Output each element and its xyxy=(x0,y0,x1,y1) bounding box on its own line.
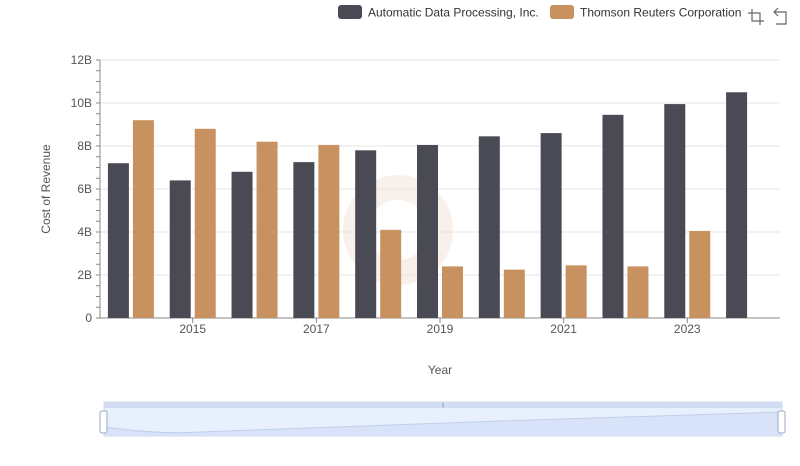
bar-tri-2015[interactable] xyxy=(194,128,216,318)
bar-adp-2020[interactable] xyxy=(478,136,500,318)
zoom-reset-icon[interactable] xyxy=(773,7,787,25)
bar-adp-2022[interactable] xyxy=(602,114,624,318)
bar-tri-2014[interactable] xyxy=(132,120,154,318)
x-tick-label: 2019 xyxy=(427,322,454,336)
x-tick-label: 2015 xyxy=(179,322,206,336)
bar-tri-2016[interactable] xyxy=(256,141,278,318)
bar-tri-2019[interactable] xyxy=(442,266,463,318)
bar-adp-2016[interactable] xyxy=(231,171,253,318)
legend-label-tri[interactable]: Thomson Reuters Corporation xyxy=(580,6,741,20)
bar-adp-2023[interactable] xyxy=(664,104,686,318)
legend-swatch-tri[interactable] xyxy=(550,5,574,19)
data-zoom-handle-left[interactable] xyxy=(99,410,108,434)
bar-tri-2023[interactable] xyxy=(689,230,711,318)
zoom-in-icon[interactable] xyxy=(748,9,764,25)
y-tick-label: 6B xyxy=(77,182,92,196)
y-tick-label: 8B xyxy=(77,139,92,153)
data-zoom-grip[interactable]: ⫴ xyxy=(442,403,445,410)
bar-adp-2021[interactable] xyxy=(540,133,562,318)
bar-adp-2024[interactable] xyxy=(726,92,748,318)
x-axis-title: Year xyxy=(428,363,452,377)
bars-group xyxy=(107,92,748,318)
y-axis-title: Cost of Revenue xyxy=(39,144,53,234)
legend-swatch-adp[interactable] xyxy=(338,5,362,19)
bar-adp-2014[interactable] xyxy=(107,163,129,318)
bar-adp-2018[interactable] xyxy=(355,150,377,318)
bar-adp-2019[interactable] xyxy=(417,144,438,318)
data-zoom-top-bar[interactable] xyxy=(104,402,782,408)
x-axis: 2015 2017 2019 2021 2023 xyxy=(100,317,780,336)
x-tick-label: 2021 xyxy=(550,322,577,336)
bar-adp-2017[interactable] xyxy=(293,162,315,318)
y-tick-label: 4B xyxy=(77,225,92,239)
legend[interactable]: Automatic Data Processing, Inc. Thomson … xyxy=(338,5,741,20)
y-axis: 0 2B 4B 6B 8B 10B 12B xyxy=(71,53,101,325)
bar-tri-2022[interactable] xyxy=(627,266,649,318)
y-tick-label: 0 xyxy=(85,311,92,325)
y-tick-label: 10B xyxy=(71,96,92,110)
legend-label-adp[interactable]: Automatic Data Processing, Inc. xyxy=(368,6,539,20)
bar-tri-2021[interactable] xyxy=(565,265,587,318)
bar-adp-2015[interactable] xyxy=(169,180,191,318)
data-zoom-slider[interactable]: ⫴ xyxy=(99,401,786,437)
bar-tri-2018[interactable] xyxy=(380,229,402,318)
x-tick-label: 2017 xyxy=(303,322,330,336)
bar-tri-2020[interactable] xyxy=(503,269,525,318)
x-tick-label: 2023 xyxy=(674,322,701,336)
data-zoom-handle-right[interactable] xyxy=(777,410,786,434)
y-tick-label: 12B xyxy=(71,53,92,67)
bar-tri-2017[interactable] xyxy=(318,144,340,318)
y-tick-label: 2B xyxy=(77,268,92,282)
